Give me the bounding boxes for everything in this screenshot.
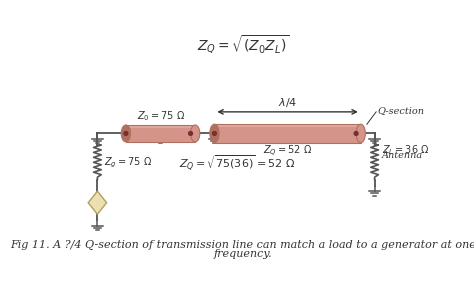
Text: $\lambda/4$: $\lambda/4$	[278, 96, 297, 109]
Text: $Z_L = 36\ \Omega$: $Z_L = 36\ \Omega$	[382, 143, 429, 157]
Circle shape	[212, 132, 216, 135]
Circle shape	[189, 132, 192, 135]
Text: Fig 11. A ?/4 Q-section of transmission line can match a load to a generator at : Fig 11. A ?/4 Q-section of transmission …	[10, 240, 474, 250]
Polygon shape	[88, 191, 107, 214]
Text: $Z_Q = \sqrt{75(36)} = 52\ \Omega$: $Z_Q = \sqrt{75(36)} = 52\ \Omega$	[179, 153, 296, 173]
Text: frequency.: frequency.	[214, 249, 272, 259]
Circle shape	[124, 132, 128, 135]
Bar	[214, 124, 361, 143]
Text: $Z_Q = 52\ \Omega$: $Z_Q = 52\ \Omega$	[263, 144, 312, 159]
Ellipse shape	[356, 124, 365, 143]
Circle shape	[354, 132, 358, 135]
Text: $Z_Q = \sqrt{(Z_0Z_L)}$: $Z_Q = \sqrt{(Z_0Z_L)}$	[197, 34, 289, 56]
Text: Antenna: Antenna	[382, 151, 423, 160]
Text: $Z_0 = 75\ \Omega$: $Z_0 = 75\ \Omega$	[137, 109, 184, 123]
Ellipse shape	[121, 125, 130, 142]
Ellipse shape	[191, 125, 200, 142]
Bar	[126, 125, 195, 142]
Ellipse shape	[210, 124, 219, 143]
Text: Q-section: Q-section	[378, 106, 425, 115]
Text: $Z_g = 75\ \Omega$: $Z_g = 75\ \Omega$	[104, 155, 152, 170]
